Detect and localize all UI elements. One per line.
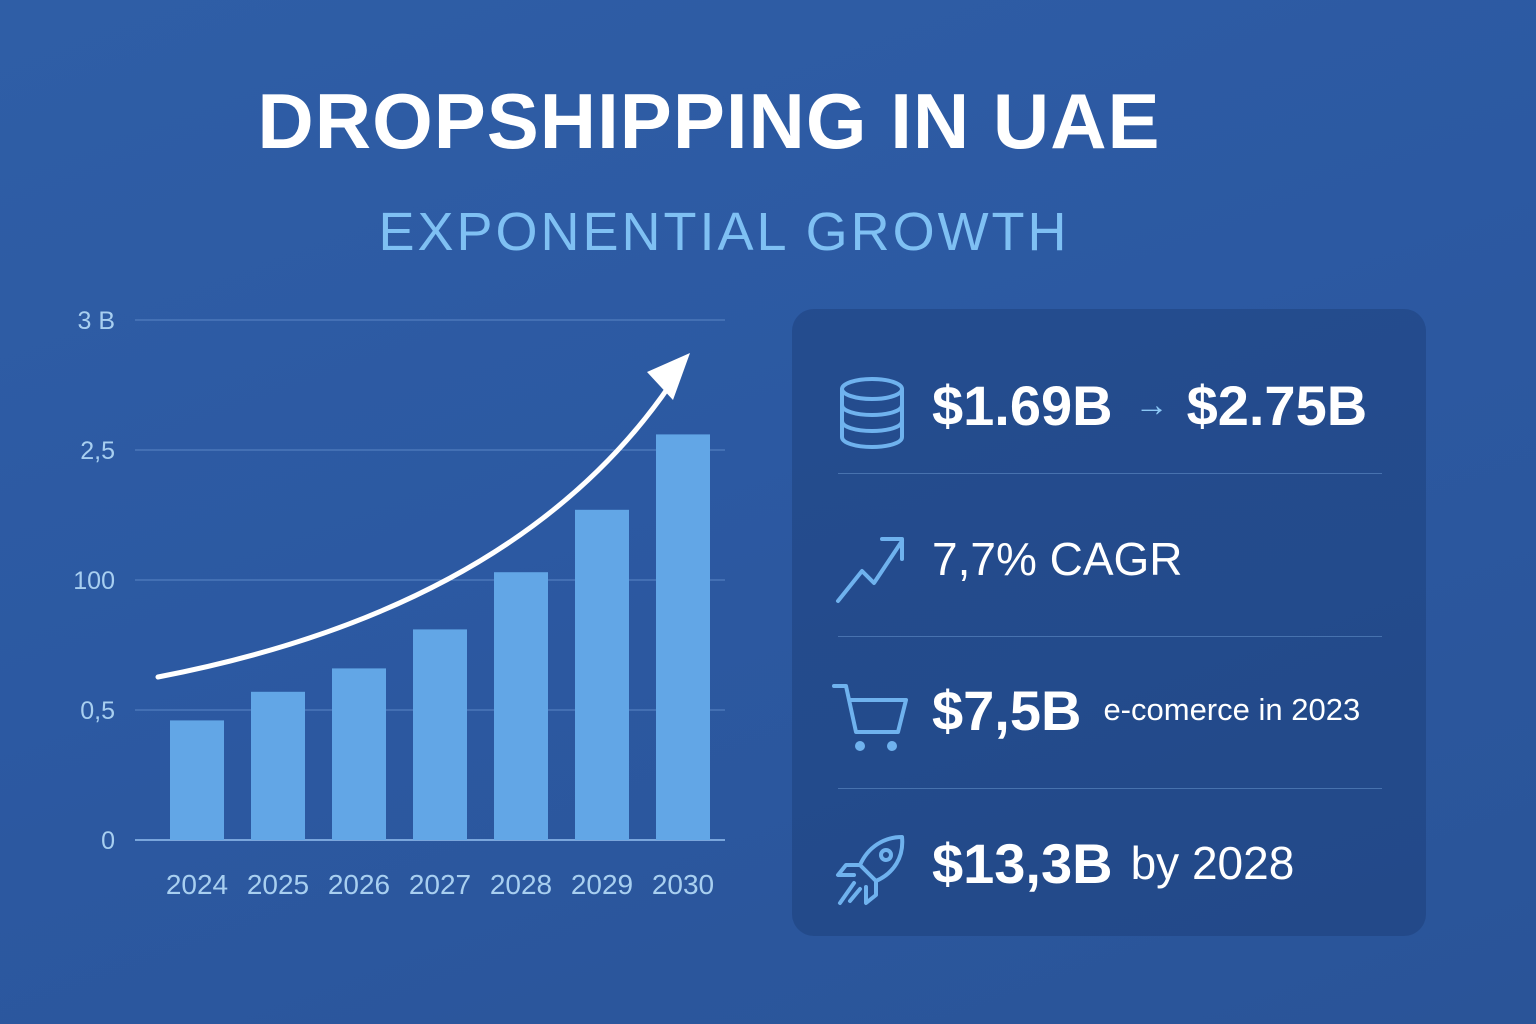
y-axis-labels: 0 0,5 100 2,5 3 B — [73, 307, 115, 855]
rocket-icon — [836, 835, 905, 905]
bar-2024 — [170, 720, 224, 840]
bar-2028 — [494, 572, 548, 840]
y-tick-label: 100 — [73, 567, 115, 595]
divider — [838, 473, 1382, 474]
stat-arrow: → — [1134, 385, 1169, 424]
stat-forecast: $13,3B by 2028 — [792, 813, 1426, 913]
stat-value-end: $2.75B — [1186, 373, 1368, 437]
bar-2026 — [332, 668, 386, 840]
y-tick-label: 0 — [101, 827, 115, 855]
divider — [838, 636, 1382, 637]
x-axis-labels: 2024 2025 2026 2027 2028 2029 2030 — [166, 869, 714, 900]
y-tick-label: 3 B — [77, 307, 115, 335]
bar-2030 — [656, 434, 710, 840]
x-tick-label: 2028 — [490, 869, 552, 900]
stat-ecommerce-value: $7,5B — [932, 678, 1082, 742]
stat-ecommerce-note: e-comerce in 2023 — [1103, 692, 1361, 727]
stat-cagr: 7,7% CAGR — [792, 509, 1426, 609]
database-icon — [840, 377, 904, 450]
x-tick-label: 2030 — [652, 869, 714, 900]
stat-forecast-note: by 2028 — [1130, 837, 1295, 889]
x-tick-label: 2029 — [571, 869, 633, 900]
stats-panel: $1.69B → $2.75B 7,7% CAGR $7,5B e-comer — [792, 309, 1426, 936]
trend-arrow — [155, 353, 690, 680]
page-subtitle: EXPONENTIAL GROWTH — [378, 202, 1070, 262]
x-tick-label: 2024 — [166, 869, 228, 900]
x-tick-label: 2027 — [409, 869, 471, 900]
bar-2025 — [251, 691, 305, 840]
divider — [838, 788, 1382, 789]
stat-cagr-value: 7,7% CAGR — [932, 533, 1183, 585]
stat-forecast-value: $13,3B — [932, 831, 1113, 895]
bars — [170, 434, 710, 840]
shopping-cart-icon — [832, 684, 908, 751]
stat-value-start: $1.69B — [932, 373, 1113, 437]
x-tick-label: 2026 — [328, 869, 390, 900]
x-tick-label: 2025 — [247, 869, 309, 900]
page-title: DROPSHIPPING IN UAE — [257, 77, 1161, 165]
y-tick-label: 2,5 — [80, 437, 115, 465]
bar-2029 — [575, 509, 629, 840]
bar-2027 — [413, 629, 467, 840]
y-tick-label: 0,5 — [80, 697, 115, 725]
trending-up-icon — [836, 537, 904, 603]
stat-market-size: $1.69B → $2.75B — [792, 355, 1426, 455]
stat-ecommerce: $7,5B e-comerce in 2023 — [792, 660, 1426, 760]
